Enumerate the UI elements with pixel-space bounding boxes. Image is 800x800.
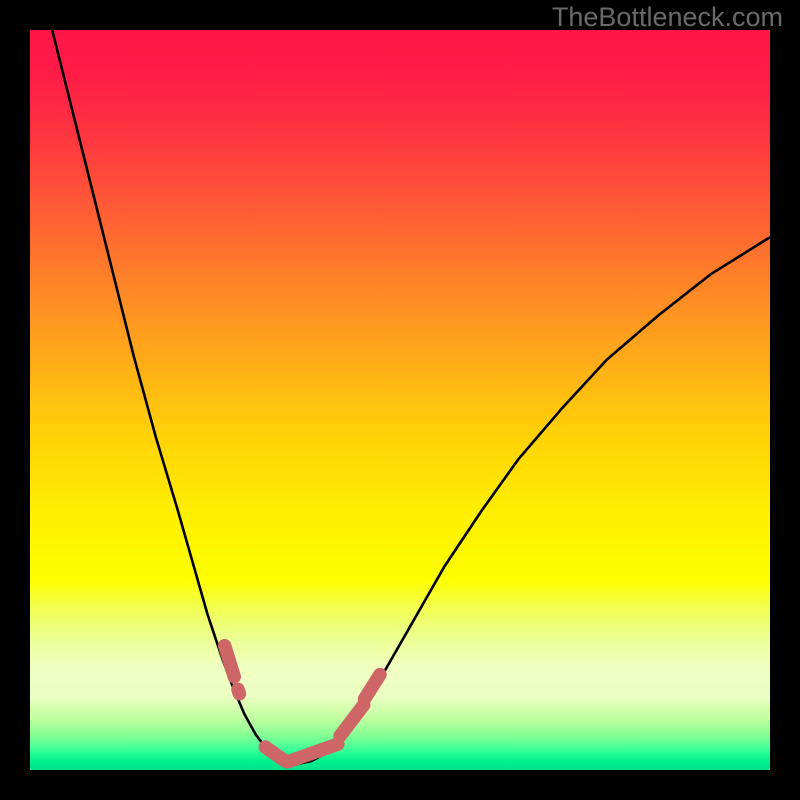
curve-highlight-mark (238, 689, 239, 693)
bottleneck-curve-chart (30, 30, 770, 770)
curve-highlight-mark (225, 646, 235, 677)
curve-highlight-mark (364, 675, 380, 699)
bottleneck-curve (52, 30, 770, 763)
watermark-text: TheBottleneck.com (552, 2, 783, 33)
curve-highlight-mark (288, 744, 338, 762)
curve-highlight-mark (340, 705, 364, 736)
